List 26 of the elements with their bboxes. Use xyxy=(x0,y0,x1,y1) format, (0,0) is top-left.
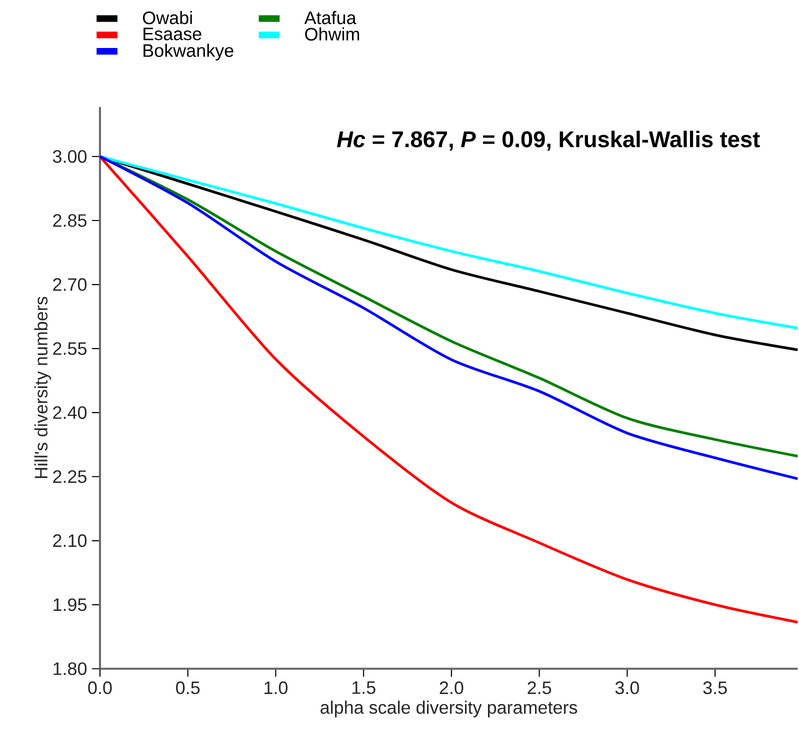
y-tick-label: 2.70 xyxy=(53,278,87,292)
y-tick-label: 2.85 xyxy=(53,214,87,228)
annotation: Hc = 7.867, P = 0.09, Kruskal-Wallis test xyxy=(336,130,760,151)
y-tick-label: 1.95 xyxy=(54,598,87,612)
y-tick-label: 2.10 xyxy=(53,534,87,548)
legend-label: Esaase xyxy=(144,28,202,40)
y-axis-title: Hill's diversity numbers xyxy=(34,296,52,478)
y-tick-label: 3.00 xyxy=(52,150,87,163)
x-tick-label: 1.5 xyxy=(352,682,376,694)
y-tick-label: 2.40 xyxy=(53,406,87,420)
x-tick-label: 1.0 xyxy=(264,682,288,694)
legend-label: Owabi xyxy=(142,11,192,24)
line-series xyxy=(98,155,799,624)
x-tick-label: 3.0 xyxy=(615,682,639,694)
x-tick-label: 0.5 xyxy=(176,682,200,694)
x-tick-label: 2.0 xyxy=(440,682,464,694)
y-tick-label: 2.55 xyxy=(53,342,87,356)
x-tick-label: 2.5 xyxy=(528,682,552,694)
x-tick-label: 3.5 xyxy=(703,682,727,694)
y-tick-label: 1.80 xyxy=(54,662,87,676)
legend-label: Atafua xyxy=(304,11,356,24)
legend-label: Bokwankye xyxy=(144,44,234,61)
x-axis-title: alpha scale diversity parameters xyxy=(320,700,578,718)
x-tick-label: 0.0 xyxy=(88,682,112,694)
y-tick-label: 2.25 xyxy=(53,470,87,484)
legend-label: Ohwim xyxy=(305,28,360,41)
